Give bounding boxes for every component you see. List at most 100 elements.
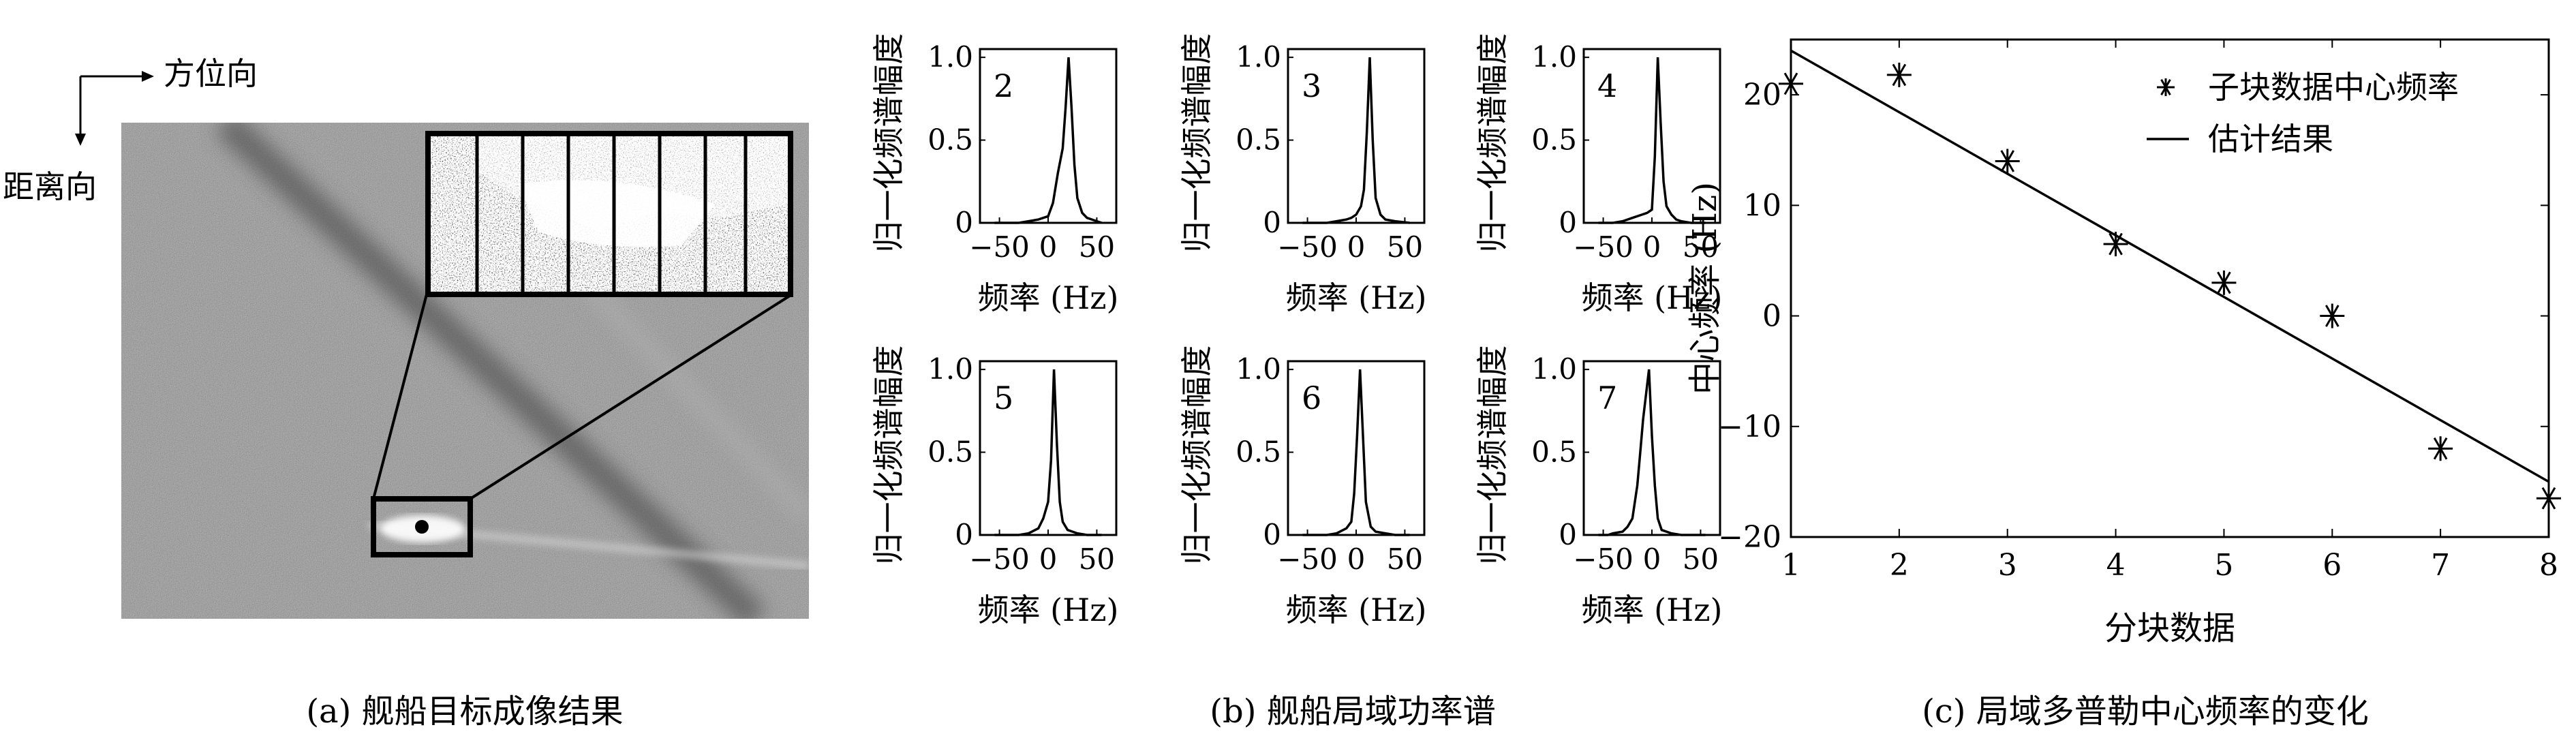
x-tick-label: 50	[1683, 542, 1719, 576]
caption-a: (a) 舰船目标成像结果	[306, 692, 623, 731]
ship-inset	[425, 131, 793, 297]
y-tick-label: 0.5	[927, 123, 973, 157]
y-tick-label: 0.5	[1531, 123, 1577, 157]
x-tick-label: 5	[2214, 548, 2233, 583]
subplot-ylabel: 归一化频谱幅度	[1474, 346, 1511, 565]
star-point	[2103, 232, 2128, 257]
subplot-xlabel: 频率 (Hz)	[1582, 592, 1723, 628]
x-tick-label: 50	[1387, 542, 1423, 576]
y-tick-label: 0.5	[1236, 123, 1281, 157]
x-tick-label: 8	[2539, 548, 2558, 583]
subplot-ylabel: 归一化频谱幅度	[870, 346, 907, 565]
spectrum-curve-6	[1302, 369, 1410, 536]
x-tick-label: 7	[2431, 548, 2450, 583]
subplot-xlabel: 频率 (Hz)	[978, 279, 1119, 316]
y-tick-label: 20	[1743, 78, 1781, 112]
estimate-line	[1790, 49, 2549, 483]
y-tick-label: 1.0	[927, 352, 973, 386]
y-tick-label: 10	[1743, 188, 1781, 223]
y-tick-label: 1.0	[1531, 352, 1577, 386]
y-axis-label: 中心频率 (Hz)	[1686, 182, 1724, 395]
star-point	[1779, 71, 1803, 96]
subplot-number: 7	[1597, 380, 1617, 416]
x-tick-label: 0	[1039, 230, 1058, 264]
x-tick-label: 0	[1643, 542, 1661, 576]
spectrum-curve-2	[994, 57, 1103, 224]
x-tick-label: 6	[2322, 548, 2342, 583]
star-point	[1886, 62, 1912, 87]
x-tick-label: 50	[1079, 230, 1115, 264]
orientation-indicator: 方位向 距离向	[3, 55, 258, 205]
y-tick-label: 0	[955, 518, 973, 551]
x-tick-label: −50	[1277, 230, 1338, 264]
subplot-number: 2	[994, 67, 1013, 104]
legend-star-label: 子块数据中心频率	[2208, 69, 2459, 106]
subplot-ylabel: 归一化频谱幅度	[870, 33, 907, 253]
subplot-number: 3	[1302, 67, 1321, 104]
y-tick-label: 0	[1559, 206, 1577, 239]
star-point	[2428, 436, 2453, 461]
subplot-ylabel: 归一化频谱幅度	[1474, 33, 1511, 253]
x-tick-label: 0	[1643, 230, 1661, 264]
x-tick-label: −50	[1277, 542, 1338, 576]
y-tick-label: 0	[1263, 518, 1281, 551]
subplot-xlabel: 频率 (Hz)	[1286, 592, 1427, 628]
x-tick-label: −50	[1573, 542, 1634, 576]
y-tick-label: 1.0	[1236, 40, 1281, 74]
spectrum-curve-4	[1598, 57, 1706, 224]
subplot-ylabel: 归一化频谱幅度	[1178, 33, 1215, 253]
zoom-connector-right	[469, 293, 793, 500]
subplot-xlabel: 频率 (Hz)	[1286, 279, 1427, 316]
caption-c: (c) 局域多普勒中心频率的变化	[1922, 692, 2369, 731]
subplot-number: 5	[994, 380, 1013, 416]
subplot-number: 6	[1302, 380, 1321, 416]
subplot-number: 4	[1597, 67, 1617, 104]
x-tick-label: 0	[1347, 230, 1366, 264]
y-tick-label: −10	[1718, 410, 1781, 444]
legend-star-marker	[2157, 78, 2175, 96]
spectrum-curve-5	[994, 369, 1102, 536]
x-axis-label: 分块数据	[2104, 609, 2235, 647]
star-point	[1995, 149, 2020, 174]
y-tick-label: 0.5	[1236, 435, 1281, 469]
x-tick-label: 1	[1781, 548, 1800, 583]
y-tick-label: 1.0	[1531, 40, 1577, 74]
star-point	[2211, 270, 2237, 295]
x-tick-label: 4	[2106, 548, 2126, 583]
x-tick-label: 50	[1387, 230, 1423, 264]
spectrum-curve-3	[1302, 57, 1410, 224]
y-tick-label: 0	[1263, 206, 1281, 239]
subplot-xlabel: 频率 (Hz)	[1582, 279, 1723, 316]
caption-b: (b) 舰船局域功率谱	[1210, 692, 1495, 731]
y-tick-label: 1.0	[927, 40, 973, 74]
x-tick-label: 3	[1998, 548, 2017, 583]
x-tick-label: 50	[1683, 230, 1719, 264]
star-point	[2320, 303, 2345, 328]
y-tick-label: 0	[1762, 299, 1781, 334]
spectrum-curve-7	[1598, 369, 1706, 536]
y-tick-label: 1.0	[1236, 352, 1281, 386]
x-tick-label: 0	[1039, 542, 1058, 576]
ship-zoom-box	[371, 496, 473, 557]
y-tick-label: −20	[1718, 520, 1781, 555]
x-tick-label: −50	[969, 542, 1030, 576]
ship-center-dot	[415, 520, 429, 534]
plot-frame	[1790, 38, 2550, 538]
legend-line-label: 估计结果	[2208, 121, 2333, 157]
star-point	[2536, 486, 2561, 511]
y-tick-label: 0	[1559, 518, 1577, 551]
x-tick-label: 50	[1079, 542, 1115, 576]
range-label: 距离向	[3, 168, 97, 205]
subplot-ylabel: 归一化频谱幅度	[1178, 346, 1215, 565]
x-tick-label: 0	[1347, 542, 1366, 576]
y-tick-label: 0.5	[927, 435, 973, 469]
y-tick-label: 0.5	[1531, 435, 1577, 469]
